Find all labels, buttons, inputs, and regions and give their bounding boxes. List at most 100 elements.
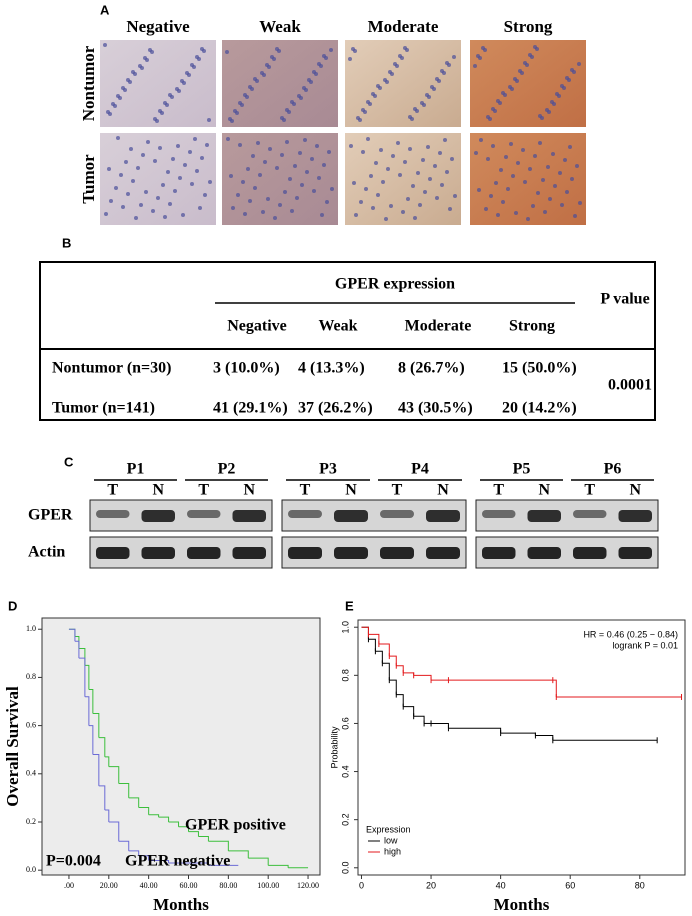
nucleus: [398, 54, 402, 58]
patient-label: P4: [411, 461, 429, 478]
nucleus: [256, 141, 260, 145]
y-tick-label: 1.0: [26, 624, 36, 633]
nucleus: [371, 206, 375, 210]
nucleus: [175, 87, 179, 91]
survival-step: [74, 640, 80, 659]
nucleus: [526, 217, 530, 221]
survival-step: [158, 816, 170, 822]
nucleus: [325, 200, 329, 204]
annotation: HR = 0.46 (0.25 − 0.84): [583, 629, 678, 639]
nucleus: [518, 69, 522, 73]
band: [96, 510, 130, 518]
nucleus: [371, 92, 375, 96]
nucleus: [575, 164, 579, 168]
nucleus: [305, 170, 309, 174]
nucleus: [146, 140, 150, 144]
nucleus: [356, 116, 360, 120]
nucleus: [298, 151, 302, 155]
nucleus: [573, 214, 577, 218]
nucleus: [435, 77, 439, 81]
nucleus: [329, 48, 333, 52]
lane-label: T: [107, 482, 118, 499]
nucleus: [445, 170, 449, 174]
nucleus: [448, 207, 452, 211]
band: [380, 547, 414, 559]
lane-label: T: [198, 482, 209, 499]
nucleus: [452, 55, 456, 59]
survival-step: [118, 782, 130, 798]
nucleus: [379, 148, 383, 152]
nucleus: [139, 203, 143, 207]
nucleus: [107, 167, 111, 171]
survival-step: [396, 694, 404, 707]
nucleus: [528, 53, 532, 57]
table-cell: 0.0001: [608, 377, 652, 394]
micrograph: [470, 133, 586, 225]
nucleus: [516, 161, 520, 165]
y-axis-label: Overall Survival: [3, 686, 22, 807]
nucleus: [193, 137, 197, 141]
survival-step: [148, 814, 160, 818]
nucleus: [248, 199, 252, 203]
nucleus: [263, 160, 267, 164]
y-axis-label: Probability: [329, 726, 339, 769]
nucleus: [528, 167, 532, 171]
survival-step: [128, 850, 140, 856]
nucleus: [484, 207, 488, 211]
y-tick-label: 0.0: [340, 862, 350, 875]
nucleus: [476, 54, 480, 58]
nucleus: [114, 186, 118, 190]
nucleus: [354, 213, 358, 217]
nucleus: [231, 206, 235, 210]
panel-letter: C: [64, 454, 74, 469]
y-tick-label: 0.8: [26, 672, 36, 681]
band: [618, 547, 652, 559]
nucleus: [200, 47, 204, 51]
survival-step: [118, 840, 130, 851]
nucleus: [491, 144, 495, 148]
lane-label: N: [152, 482, 164, 499]
band: [527, 510, 561, 522]
nucleus: [440, 183, 444, 187]
lane-label: T: [584, 482, 595, 499]
nucleus: [161, 183, 165, 187]
nucleus: [565, 76, 569, 80]
legend-label: high: [384, 846, 401, 856]
nucleus: [300, 183, 304, 187]
annotation: GPER negative: [125, 853, 230, 870]
nucleus: [307, 78, 311, 82]
nucleus: [511, 174, 515, 178]
lane-label: N: [243, 482, 255, 499]
survival-step: [375, 650, 383, 664]
nucleus: [320, 213, 324, 217]
survival-step: [138, 807, 150, 815]
nucleus: [178, 176, 182, 180]
patient-label: P3: [319, 461, 337, 478]
micrograph: [470, 40, 586, 127]
band: [141, 510, 175, 522]
micrograph: [222, 40, 338, 127]
table-cell: 4 (13.3%): [298, 360, 365, 377]
survival-step: [104, 756, 110, 767]
survival-step: [98, 785, 106, 810]
row-label: Nontumor: [79, 45, 98, 121]
nucleus: [285, 108, 289, 112]
y-tick-label: 0.8: [340, 669, 350, 682]
nucleus: [406, 197, 410, 201]
y-tick-label: 0.4: [340, 765, 350, 778]
nucleus: [208, 180, 212, 184]
survival-step: [168, 821, 180, 827]
nucleus: [486, 115, 490, 119]
nucleus: [501, 91, 505, 95]
nucleus: [173, 189, 177, 193]
band: [288, 510, 322, 518]
y-tick-label: 0.6: [26, 720, 36, 729]
nucleus: [126, 78, 130, 82]
nucleus: [138, 64, 142, 68]
lane-label: T: [392, 482, 403, 499]
nucleus: [126, 192, 130, 196]
band: [573, 547, 607, 559]
nucleus: [541, 178, 545, 182]
